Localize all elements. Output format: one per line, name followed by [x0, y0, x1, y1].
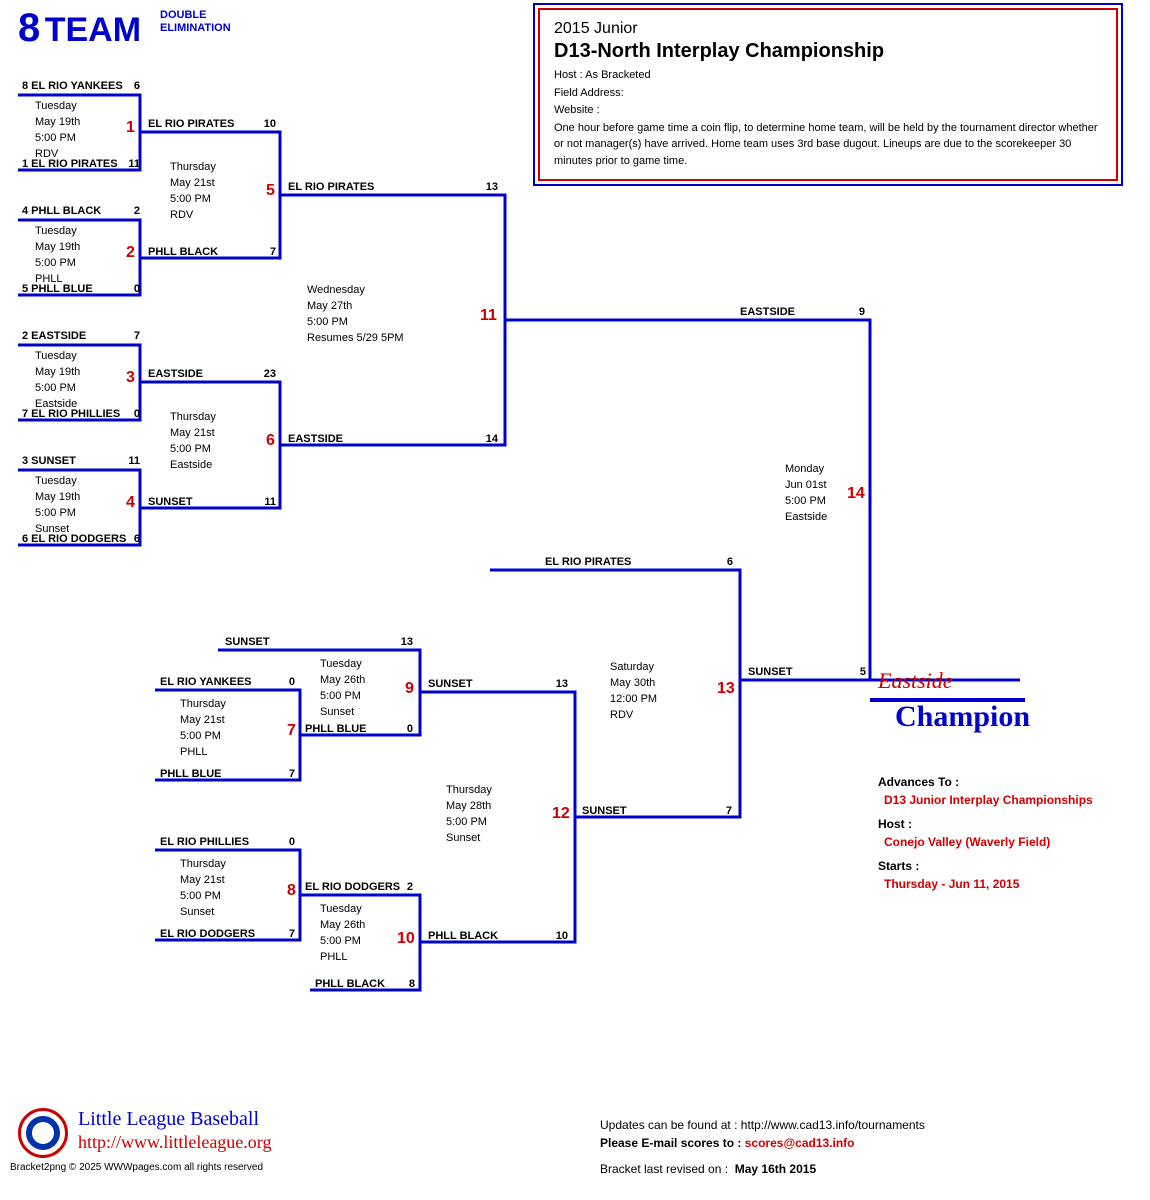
sched-g8: ThursdayMay 21st5:00 PMSunset: [180, 857, 226, 921]
g8-bot: EL RIO DODGERS7: [160, 928, 295, 940]
footer-url[interactable]: http://www.littleleague.org: [78, 1132, 271, 1153]
g14-top: EASTSIDE9: [740, 306, 865, 318]
g13-top: EL RIO PIRATES6: [545, 556, 733, 568]
sched-g6: ThursdayMay 21st5:00 PMEastside: [170, 410, 216, 474]
gnum-11: 11: [480, 307, 497, 325]
champion-label: Champion: [895, 700, 1030, 734]
champion-team: Eastside: [878, 668, 953, 694]
gnum-8: 8: [287, 882, 296, 900]
g5-top: EL RIO PIRATES10: [148, 118, 276, 130]
sched-g5: ThursdayMay 21st5:00 PMRDV: [170, 160, 216, 224]
sched-g1: TuesdayMay 19th5:00 PMRDV: [35, 99, 80, 163]
g9-top: SUNSET13: [225, 636, 413, 648]
sched-g12: ThursdayMay 28th5:00 PMSunset: [446, 783, 492, 847]
g10-top: EL RIO DODGERS2: [305, 881, 413, 893]
g4-top: 3 SUNSET11: [22, 455, 140, 467]
gnum-4: 4: [126, 494, 135, 512]
g11-top: EL RIO PIRATES13: [288, 181, 498, 193]
footer-email: Please E-mail scores to : scores@cad13.i…: [600, 1136, 855, 1150]
gnum-7: 7: [287, 722, 296, 740]
sched-g14: MondayJun 01st5:00 PMEastside: [785, 462, 827, 526]
g2-top: 4 PHLL BLACK2: [22, 205, 140, 217]
g14-bot: SUNSET5: [748, 666, 866, 678]
gnum-13: 13: [717, 680, 735, 698]
g9-bot: PHLL BLUE0: [305, 723, 413, 735]
g11-bot: EASTSIDE14: [288, 433, 498, 445]
gnum-3: 3: [126, 369, 135, 387]
g8-top: EL RIO PHILLIES0: [160, 836, 295, 848]
g7-top: EL RIO YANKEES0: [160, 676, 295, 688]
sched-g13: SaturdayMay 30th12:00 PMRDV: [610, 660, 657, 724]
g13-bot: SUNSET7: [582, 805, 732, 817]
g12-bot: PHLL BLACK10: [428, 930, 568, 942]
advances-block: Advances To : D13 Junior Interplay Champ…: [878, 775, 1138, 891]
sched-g9: TuesdayMay 26th5:00 PMSunset: [320, 657, 365, 721]
logo-icon: [18, 1108, 68, 1158]
gnum-1: 1: [126, 119, 135, 137]
sched-g2: TuesdayMay 19th5:00 PMPHLL: [35, 224, 80, 288]
g12-top: SUNSET13: [428, 678, 568, 690]
gnum-9: 9: [405, 680, 414, 698]
gnum-10: 10: [397, 930, 415, 948]
footer-copyright: Bracket2png © 2025 WWWpages.com all righ…: [10, 1162, 263, 1173]
footer-revised: Bracket last revised on : May 16th 2015: [600, 1162, 816, 1176]
g6-top: EASTSIDE23: [148, 368, 276, 380]
gnum-2: 2: [126, 244, 135, 262]
gnum-14: 14: [847, 485, 865, 503]
g1-top: 8 EL RIO YANKEES6: [22, 80, 140, 92]
gnum-6: 6: [266, 432, 275, 450]
starts-value: Thursday - Jun 11, 2015: [884, 877, 1138, 891]
sched-g10: TuesdayMay 26th5:00 PMPHLL: [320, 902, 365, 966]
host-label: Host :: [878, 817, 1138, 831]
footer-logo: [18, 1108, 68, 1158]
advances-label: Advances To :: [878, 775, 1138, 789]
sched-g3: TuesdayMay 19th5:00 PMEastside: [35, 349, 80, 413]
gnum-5: 5: [266, 182, 275, 200]
footer-email-addr[interactable]: scores@cad13.info: [745, 1136, 855, 1150]
sched-g7: ThursdayMay 21st5:00 PMPHLL: [180, 697, 226, 761]
g5-bot: PHLL BLACK7: [148, 246, 276, 258]
g7-bot: PHLL BLUE7: [160, 768, 295, 780]
host-value: Conejo Valley (Waverly Field): [884, 835, 1138, 849]
g6-bot: SUNSET11: [148, 496, 276, 508]
footer-updates: Updates can be found at : http://www.cad…: [600, 1118, 925, 1132]
advances-value: D13 Junior Interplay Championships: [884, 793, 1138, 807]
gnum-12: 12: [552, 805, 570, 823]
starts-label: Starts :: [878, 859, 1138, 873]
g10-bot: PHLL BLACK8: [315, 978, 415, 990]
footer-brand: Little League Baseball: [78, 1108, 259, 1131]
sched-g4: TuesdayMay 19th5:00 PMSunset: [35, 474, 80, 538]
g3-top: 2 EASTSIDE7: [22, 330, 140, 342]
sched-g11: WednesdayMay 27th5:00 PMResumes 5/29 5PM: [307, 283, 404, 347]
